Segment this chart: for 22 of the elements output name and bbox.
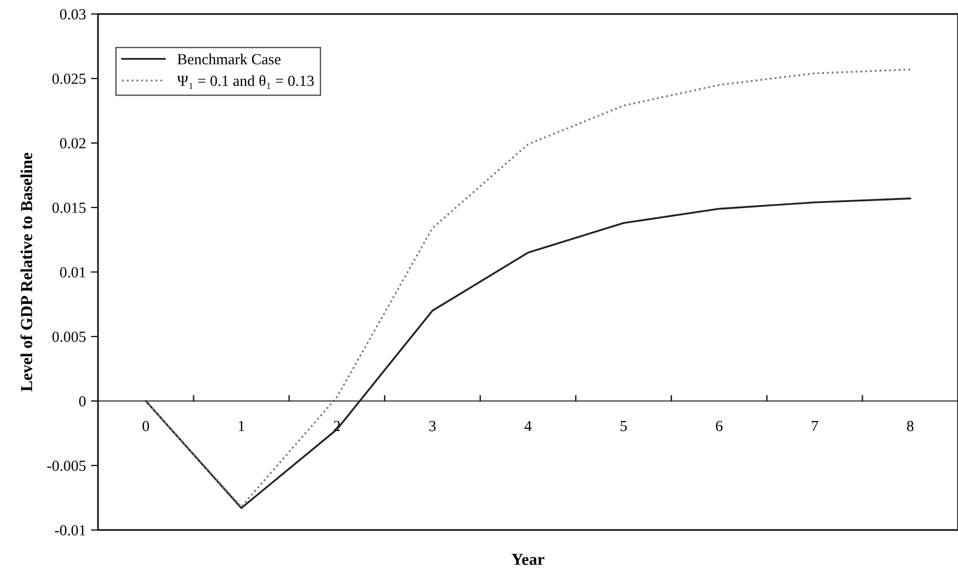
y-tick-label: 0.015: [52, 202, 86, 214]
legend-label: Benchmark Case: [178, 54, 280, 64]
y-tick-label: 0.02: [60, 138, 86, 149]
y-tick-label: 0.01: [60, 267, 86, 278]
y-tick-label: -0.005: [47, 460, 86, 472]
legend-label: Ψ₁ = 0.1 and θ₁ = 0.13: [177, 75, 314, 89]
x-tick-label: 7: [812, 421, 818, 432]
y-tick-label: 0: [79, 396, 86, 406]
x-tick-label: 3: [429, 420, 436, 432]
x-tick-label: 8: [906, 420, 914, 432]
x-tick-label: 6: [716, 420, 722, 432]
x-tick-label: 5: [620, 421, 627, 432]
y-tick-label: 0.025: [52, 74, 86, 84]
x-tick-label: 1: [238, 420, 244, 432]
x-tick-label: 0: [142, 420, 150, 432]
y-axis-title: Level of GDP Relative to Baseline: [20, 152, 32, 392]
line-series: [144, 68, 912, 508]
y-tick-label: 0.03: [60, 9, 86, 20]
x-tick-label: 4: [524, 420, 532, 432]
y-tick-label: 0.005: [52, 332, 86, 342]
x-axis-title: Year: [512, 554, 544, 565]
y-tick-label: -0.01: [54, 525, 86, 536]
